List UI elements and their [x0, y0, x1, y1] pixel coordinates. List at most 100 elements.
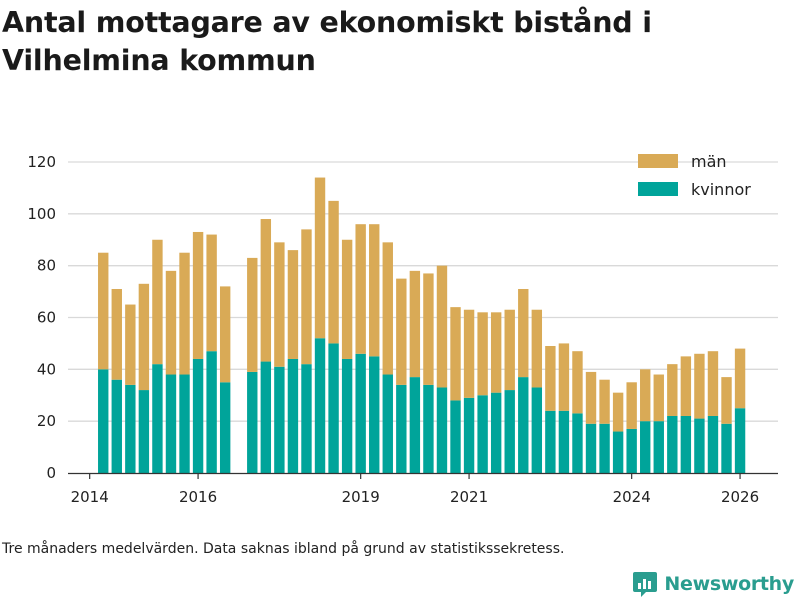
- bar-kvinnor: [125, 384, 136, 473]
- bar-kvinnor: [518, 377, 529, 473]
- bar-kvinnor: [396, 384, 407, 473]
- bar-man: [572, 351, 583, 414]
- chart-title: Antal mottagare av ekonomiskt bistånd i …: [2, 6, 652, 77]
- bar-man: [328, 200, 339, 344]
- bar-man: [287, 250, 299, 359]
- bar-kvinnor: [247, 371, 258, 473]
- bar-kvinnor: [558, 410, 570, 473]
- bar-man: [450, 307, 461, 401]
- brand-logo: Newsworthy: [632, 570, 794, 598]
- bar-kvinnor: [463, 397, 475, 473]
- bar-kvinnor: [165, 374, 177, 473]
- bar-kvinnor: [477, 395, 488, 473]
- bar-man: [504, 309, 515, 391]
- x-tick-label: 2026: [721, 488, 759, 506]
- bar-man: [382, 242, 393, 375]
- bar-man: [192, 231, 204, 359]
- y-tick-label: 100: [27, 205, 56, 223]
- bar-kvinnor: [152, 364, 163, 473]
- bar-kvinnor: [626, 428, 637, 473]
- bar-kvinnor: [531, 387, 543, 473]
- bar-man: [734, 348, 746, 409]
- bar-man: [165, 270, 177, 375]
- bar-kvinnor: [355, 353, 366, 473]
- bar-man: [640, 369, 651, 422]
- bar-man: [260, 219, 272, 362]
- bar-man: [396, 278, 407, 385]
- x-tick-label: 2014: [71, 488, 109, 506]
- bar-kvinnor: [111, 379, 122, 473]
- bar-man: [436, 265, 448, 388]
- x-tick-label: 2016: [179, 488, 217, 506]
- bar-kvinnor: [274, 366, 285, 473]
- bar-man: [409, 270, 421, 378]
- bar-man: [355, 224, 366, 354]
- bar-kvinnor: [219, 382, 231, 473]
- bar-kvinnor: [436, 387, 448, 473]
- y-tick-label: 0: [46, 464, 56, 482]
- bar-man: [314, 177, 326, 339]
- bar-kvinnor: [314, 338, 326, 473]
- bar-man: [653, 374, 664, 422]
- bar-man: [125, 304, 136, 385]
- bar-kvinnor: [680, 415, 692, 473]
- bar-kvinnor: [490, 392, 502, 473]
- bar-man: [274, 242, 285, 367]
- legend-swatch-men: [638, 154, 678, 168]
- legend: män kvinnor: [638, 152, 751, 199]
- bar-man: [138, 283, 150, 391]
- bar-man: [721, 377, 732, 424]
- bar-man: [626, 382, 637, 429]
- bar-kvinnor: [640, 421, 651, 473]
- bar-kvinnor: [585, 423, 597, 473]
- bar-kvinnor: [192, 358, 204, 473]
- bar-kvinnor: [694, 418, 705, 473]
- bar-kvinnor: [734, 408, 746, 473]
- bar-kvinnor: [504, 390, 515, 473]
- stacked-bar-chart: 0 20 40 60 80 100 120 2014 2016 2019 2021 2024 2026…: [27, 152, 778, 506]
- bar-kvinnor: [545, 410, 556, 473]
- bar-kvinnor: [179, 374, 190, 473]
- bar-kvinnor: [612, 431, 624, 473]
- legend-label-women: kvinnor: [691, 180, 751, 199]
- bar-kvinnor: [450, 400, 461, 473]
- bar-kvinnor: [409, 377, 421, 473]
- bar-man: [599, 379, 610, 424]
- bar-man: [518, 288, 529, 378]
- bar-kvinnor: [328, 343, 339, 473]
- bar-man: [612, 392, 624, 432]
- bar-man: [219, 286, 231, 383]
- brand-name: Newsworthy: [664, 573, 794, 595]
- bar-kvinnor: [599, 423, 610, 473]
- bar-kvinnor: [260, 361, 272, 473]
- x-tick-label: 2019: [342, 488, 380, 506]
- bar-man: [694, 353, 705, 419]
- bar-kvinnor: [287, 358, 299, 473]
- bar-man: [545, 346, 556, 411]
- y-tick-label: 20: [37, 412, 56, 430]
- bar-man: [558, 343, 570, 411]
- legend-label-men: män: [691, 152, 727, 171]
- bar-kvinnor: [369, 356, 380, 473]
- bar-man: [301, 229, 312, 365]
- bar-man: [341, 239, 353, 359]
- bar-man: [477, 312, 488, 396]
- bar-man: [179, 252, 190, 375]
- bar-man: [206, 234, 217, 352]
- bar-kvinnor: [382, 374, 393, 473]
- bar-kvinnor: [572, 413, 583, 473]
- bar-kvinnor: [206, 351, 217, 473]
- bar-kvinnor: [707, 415, 719, 473]
- bar-man: [369, 224, 380, 357]
- bar-kvinnor: [653, 421, 664, 473]
- y-tick-labels: 0 20 40 60 80 100 120: [27, 153, 56, 482]
- bar-kvinnor: [721, 423, 732, 473]
- bar-kvinnor: [138, 390, 150, 473]
- bar-man: [667, 364, 678, 416]
- bar-kvinnor: [98, 369, 109, 473]
- bar-man: [111, 288, 122, 380]
- y-tick-label: 40: [37, 360, 56, 378]
- x-ticks: 2014 2016 2019 2021 2024 2026: [71, 473, 759, 506]
- bar-man: [707, 351, 719, 416]
- x-tick-label: 2024: [613, 488, 651, 506]
